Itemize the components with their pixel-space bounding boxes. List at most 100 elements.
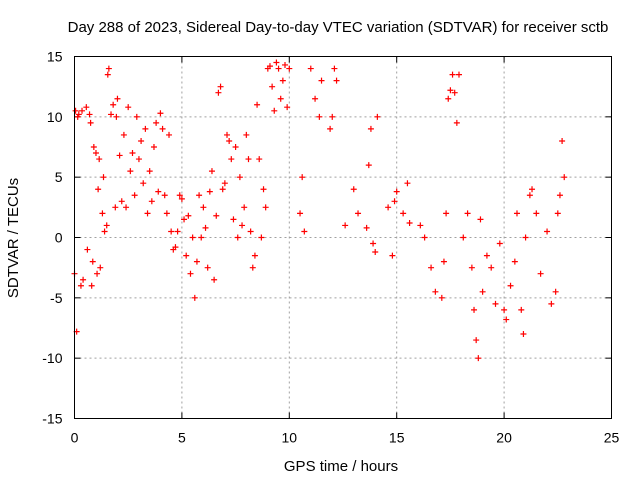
data-point: [286, 65, 293, 72]
data-point: [460, 234, 467, 241]
data-point: [312, 95, 319, 102]
data-point: [496, 240, 503, 247]
data-point: [393, 188, 400, 195]
data-point: [432, 288, 439, 295]
data-point: [166, 131, 173, 138]
data-point: [157, 110, 164, 117]
y-tick-label: 10: [47, 109, 63, 125]
data-point: [258, 234, 265, 241]
data-point: [374, 113, 381, 120]
x-tick-label: 25: [604, 430, 620, 446]
data-point: [113, 113, 120, 120]
data-point: [554, 210, 561, 217]
data-point: [266, 63, 273, 70]
y-tick-label: -10: [42, 350, 62, 366]
data-point: [471, 306, 478, 313]
data-point: [511, 258, 518, 265]
data-point: [96, 156, 103, 163]
data-point: [533, 210, 540, 217]
data-point: [443, 210, 450, 217]
data-point: [503, 316, 510, 323]
data-point: [125, 104, 132, 111]
x-tick-label: 5: [178, 430, 186, 446]
data-point: [251, 252, 258, 259]
data-point: [153, 119, 160, 126]
data-point: [142, 125, 149, 132]
y-axis-label: SDTVAR / TECUs: [5, 178, 22, 298]
data-point: [72, 107, 79, 114]
data-point: [103, 222, 110, 229]
data-point: [86, 111, 93, 118]
data-point: [445, 95, 452, 102]
data-point: [243, 131, 250, 138]
data-point: [200, 204, 207, 211]
data-point: [90, 144, 97, 150]
data-point: [256, 156, 263, 163]
data-point: [176, 192, 183, 199]
x-tick-label: 20: [496, 430, 512, 446]
data-point: [327, 125, 334, 132]
data-point: [282, 61, 289, 68]
data-point: [94, 270, 101, 277]
data-point: [84, 246, 91, 253]
data-point: [114, 95, 121, 102]
data-point: [507, 282, 514, 289]
data-point: [385, 204, 392, 211]
data-point: [224, 131, 231, 138]
data-point: [234, 234, 241, 241]
data-point: [271, 107, 278, 114]
data-point: [479, 288, 486, 295]
data-point: [123, 204, 130, 211]
data-point: [159, 125, 166, 132]
data-point: [196, 192, 203, 199]
data-point: [518, 306, 525, 313]
data-point: [428, 264, 435, 271]
data-point: [299, 174, 306, 181]
data-point: [148, 198, 155, 205]
x-tick-label: 10: [282, 430, 298, 446]
data-point: [488, 264, 495, 271]
data-point: [559, 137, 566, 144]
data-point: [138, 137, 145, 144]
y-tick-label: 5: [55, 169, 63, 185]
data-point: [185, 212, 192, 219]
data-point: [95, 186, 102, 193]
data-point: [79, 107, 86, 114]
data-point: [100, 174, 107, 181]
data-point: [269, 83, 276, 90]
data-point: [522, 234, 529, 241]
data-point: [101, 228, 108, 235]
data-point: [193, 258, 200, 265]
data-point: [226, 137, 233, 144]
data-point: [548, 300, 555, 307]
data-point: [254, 101, 261, 108]
y-tick-label: 0: [55, 230, 63, 246]
data-point: [438, 294, 445, 301]
data-point: [350, 186, 357, 193]
data-point: [221, 180, 228, 187]
x-axis-label: GPS time / hours: [284, 458, 398, 475]
y-tick-label: -15: [42, 411, 62, 427]
data-point: [363, 224, 370, 231]
data-point: [116, 152, 123, 159]
data-point: [544, 228, 551, 235]
data-point: [241, 204, 248, 211]
data-point: [89, 258, 96, 265]
data-point: [318, 77, 325, 84]
data-point: [501, 306, 508, 313]
data-point: [389, 252, 396, 259]
data-point: [75, 111, 82, 118]
data-point: [355, 210, 362, 217]
data-point: [453, 119, 460, 126]
grid: [74, 56, 612, 419]
data-point: [447, 87, 454, 94]
data-point: [342, 222, 349, 229]
data-point: [260, 186, 267, 193]
data-point: [520, 331, 527, 338]
data-point: [87, 119, 94, 126]
data-point: [275, 65, 282, 72]
data-point: [526, 192, 533, 199]
data-point: [198, 234, 205, 241]
data-point: [477, 216, 484, 223]
